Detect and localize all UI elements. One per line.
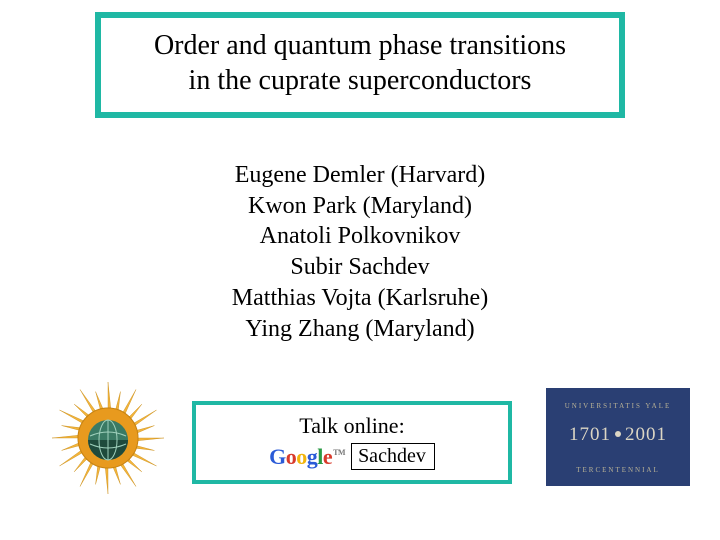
yale-arc-top: UNIVERSITATIS YALE xyxy=(556,402,680,410)
talk-online-box: Talk online: GoogleTM Sachdev xyxy=(192,401,512,484)
list-item: Subir Sachdev xyxy=(0,252,720,283)
yale-year-left: 1701 xyxy=(569,424,611,445)
talk-label: Talk online: xyxy=(206,413,498,439)
sun-globe-badge-icon xyxy=(48,378,168,498)
google-logo-icon: GoogleTM xyxy=(269,444,345,470)
list-item: Eugene Demler (Harvard) xyxy=(0,160,720,191)
title-line-2: in the cuprate superconductors xyxy=(119,63,601,98)
list-item: Kwon Park (Maryland) xyxy=(0,191,720,222)
yale-tercentennial-badge: UNIVERSITATIS YALE 1701 2001 TERCENTENNIA… xyxy=(546,388,690,486)
list-item: Anatoli Polkovnikov xyxy=(0,221,720,252)
list-item: Ying Zhang (Maryland) xyxy=(0,314,720,345)
author-list: Eugene Demler (Harvard) Kwon Park (Maryl… xyxy=(0,160,720,344)
yale-arc-bottom: TERCENTENNIAL xyxy=(556,466,680,474)
list-item: Matthias Vojta (Karlsruhe) xyxy=(0,283,720,314)
search-row: GoogleTM Sachdev xyxy=(206,443,498,470)
yale-years: 1701 2001 xyxy=(556,424,680,446)
search-term-box: Sachdev xyxy=(351,443,435,470)
yale-year-right: 2001 xyxy=(625,424,667,445)
title-line-1: Order and quantum phase transitions xyxy=(119,28,601,63)
dot-icon xyxy=(615,431,621,437)
title-box: Order and quantum phase transitions in t… xyxy=(95,12,625,118)
